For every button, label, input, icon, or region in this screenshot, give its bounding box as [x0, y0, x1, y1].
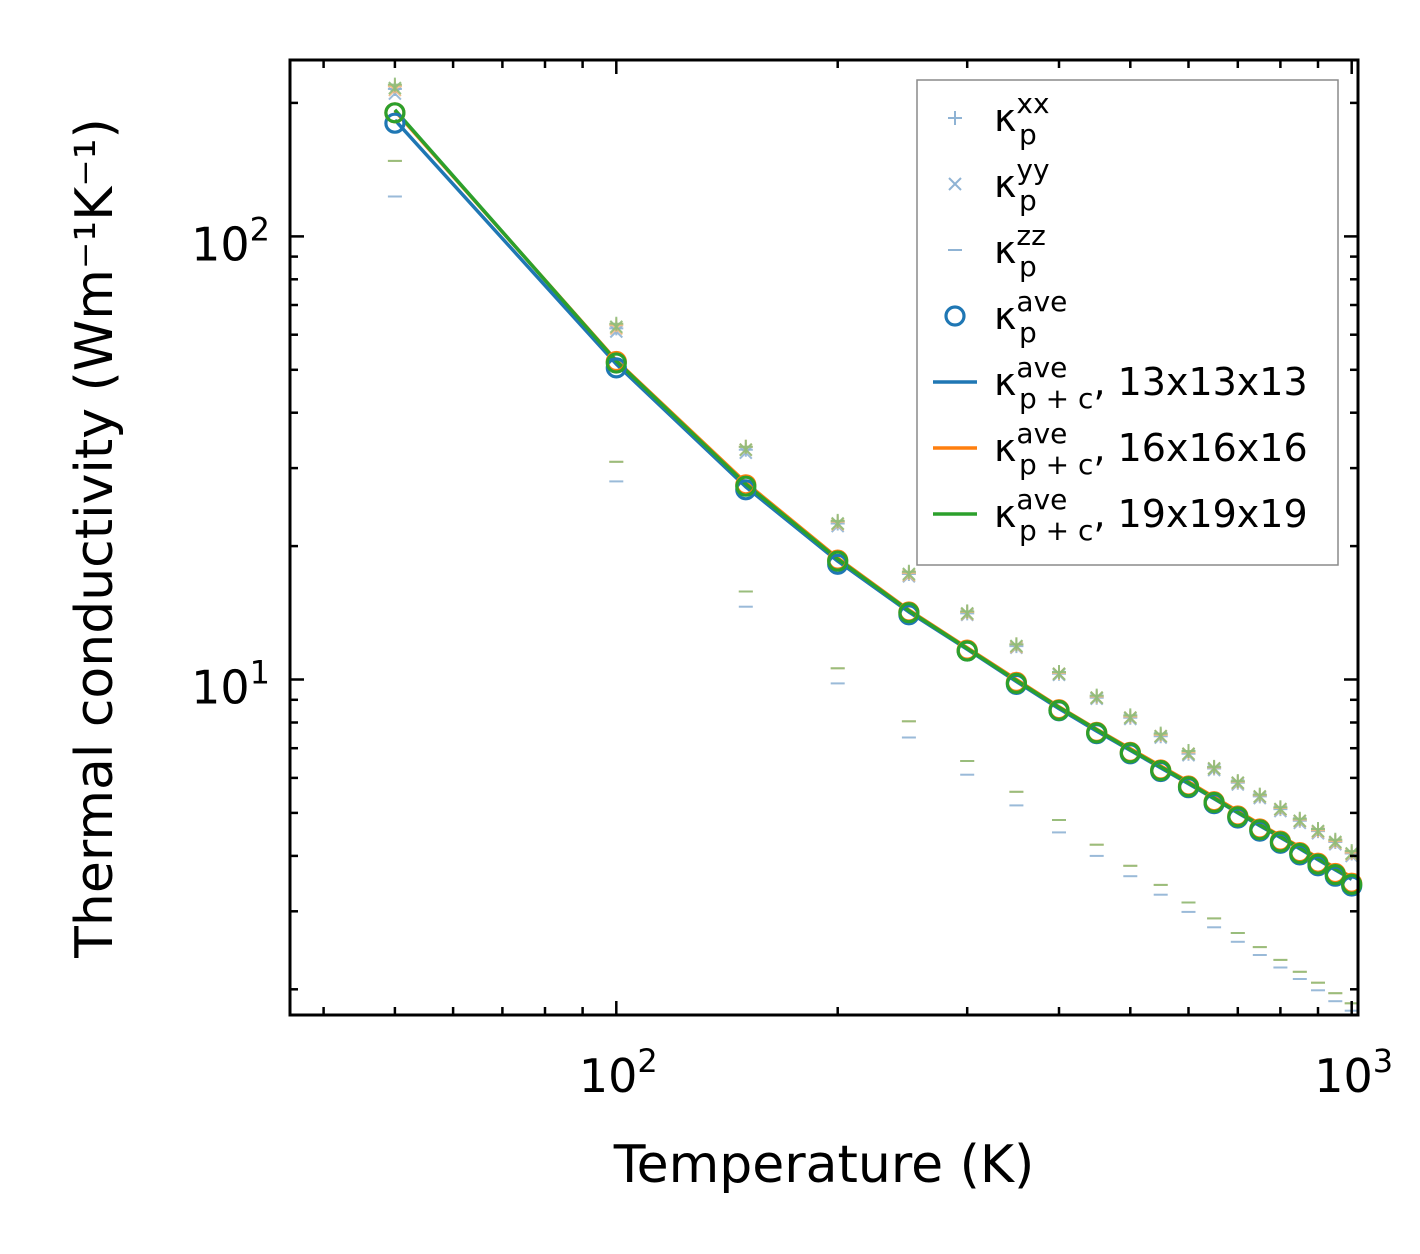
kappa-xx-point [1009, 637, 1024, 652]
kappa-xx-point [960, 604, 975, 619]
kappa-yy-point [902, 567, 916, 581]
kappa-ave-point [1249, 819, 1271, 841]
data-layer [384, 77, 1363, 1012]
legend-label: κyy p [994, 153, 1050, 217]
kappa-yy-point [1311, 824, 1325, 838]
kappa-yy-point [1181, 747, 1196, 761]
legend-plus-marker [948, 111, 962, 125]
kappa-yy-point [1328, 835, 1343, 849]
kappa-xx-point [1311, 822, 1325, 836]
legend-box [916, 79, 1339, 566]
kappa-yy-point [1123, 710, 1138, 725]
kappa-yy-point [1344, 846, 1359, 861]
legend-label: κave p [994, 285, 1067, 349]
legend-circle-marker [944, 305, 966, 327]
kappa-ave-point [384, 112, 406, 134]
x-axis-title: Temperature (K) [613, 1135, 1035, 1195]
y-tick-label: 102 [191, 210, 270, 271]
x-tick-label: 103 [1314, 1042, 1393, 1103]
legend-item: κave p + c, 13x13x13 [933, 351, 1308, 415]
legend-item: κxx p [948, 87, 1050, 151]
kappa-ave-point [1324, 863, 1346, 886]
kappa-yy-point [1207, 761, 1221, 776]
kappa-ave-point [1289, 842, 1311, 865]
kappa-yy-point [1231, 775, 1245, 790]
legend-item: κzz p [948, 219, 1046, 283]
y-tick-labels: 101 102 [191, 210, 270, 714]
kappa-ave-point [898, 602, 920, 624]
kappa-ave-point [1307, 853, 1329, 875]
kappa-xx-point [1123, 708, 1138, 723]
kappa-yy-point [1052, 667, 1066, 681]
kappa-ave-point [1227, 806, 1249, 828]
kappa-yy-point [609, 320, 624, 334]
legend-item: κave p + c, 19x19x19 [933, 483, 1308, 547]
kappa-yy-point [1273, 802, 1288, 816]
kappa-yy-point [1089, 690, 1104, 705]
legend-cross-marker [948, 177, 962, 191]
kappa-yy-point [388, 86, 402, 101]
kappa-ave-point [1269, 831, 1292, 853]
y-axis-title: Thermal conductivity (Wm⁻¹K⁻¹) [65, 118, 125, 959]
kappa-xx-point [1273, 800, 1288, 815]
kappa-xx-point [1153, 726, 1168, 741]
legend-label: κave p + c, 19x19x19 [994, 483, 1308, 547]
kappa-xx-point [1230, 774, 1245, 789]
kappa-xx-point [901, 564, 916, 579]
kappa-ave-point [1048, 699, 1070, 722]
kappa-ave-point [735, 475, 757, 497]
series-19x19x19-average-points [384, 102, 1363, 896]
kappa-xx-point [1292, 811, 1307, 826]
legend-label: κxx p [994, 87, 1050, 151]
kappa-xx-point [1052, 665, 1066, 679]
kappa-ave-point [1005, 672, 1028, 695]
kappa-ave-point [1341, 873, 1363, 896]
kappa-ave-point [605, 352, 627, 374]
kappa-ave-point [1177, 776, 1200, 798]
kappa-ave-point [827, 550, 849, 572]
kappa-ave-point [384, 102, 406, 124]
kappa-yy-point [1009, 639, 1024, 653]
kappa-xx-point [738, 439, 753, 454]
kappa-ave-point [1150, 759, 1172, 782]
legend-label: κave p + c, 16x16x16 [994, 417, 1308, 481]
kappa-yy-point [1293, 814, 1307, 828]
legend-label: κave p + c, 13x13x13 [994, 351, 1308, 415]
y-tick-label: 101 [191, 654, 270, 715]
kappa-xx-point [1181, 744, 1196, 758]
kappa-yy-point [960, 606, 974, 621]
kappa-xx-point [1207, 759, 1222, 774]
plot-frame [288, 58, 1360, 1017]
kappa-ave-point [1086, 722, 1108, 744]
kappa-xx-point [830, 513, 845, 528]
kappa-xx-point [609, 316, 624, 331]
kappa-ave-point [1203, 791, 1225, 814]
kappa-yy-point [739, 442, 753, 457]
kappa-yy-point [1153, 729, 1168, 743]
kappa-yy-point [1253, 789, 1267, 804]
x-tick-labels: 102 103 [579, 1042, 1393, 1103]
legend-item: κyy p [948, 153, 1050, 217]
x-tick-label: 102 [579, 1042, 658, 1103]
kappa-yy-point [830, 516, 845, 531]
series-19x19x19-components [387, 77, 1359, 1005]
kappa-xx-point [1328, 832, 1343, 847]
kappa-xx-point [1252, 787, 1267, 802]
kappa-yy-point [388, 81, 402, 95]
legend-label: κzz p [994, 219, 1046, 283]
legend-item: κave p + c, 16x16x16 [933, 417, 1308, 481]
kappa-ave-point [956, 640, 978, 662]
legend-item: κave p [944, 285, 1067, 349]
kappa-xx-point [1089, 688, 1104, 703]
kappa-ave-point [1119, 742, 1141, 764]
